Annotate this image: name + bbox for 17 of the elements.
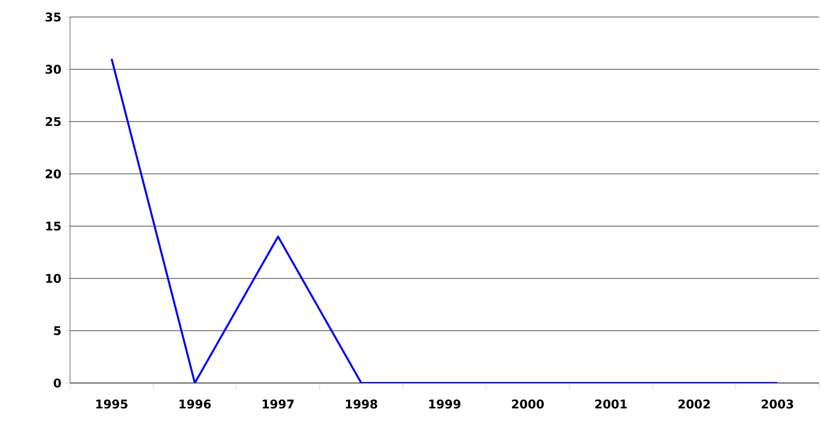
- y-tick-label: 35: [46, 12, 61, 22]
- y-tick-label: 0: [54, 378, 61, 388]
- x-tick-label: 1997: [262, 400, 294, 409]
- x-tick-label: 2001: [595, 400, 627, 409]
- x-tick-label: 1998: [346, 400, 378, 409]
- y-tick-label: 25: [46, 117, 61, 126]
- y-tick-label: 10: [46, 274, 61, 283]
- x-tick-label: 2003: [762, 400, 794, 409]
- y-tick-label: 15: [46, 222, 61, 231]
- x-tick-label: 2000: [512, 400, 544, 409]
- y-tick-label: 5: [54, 326, 61, 336]
- x-tick-label: 1996: [180, 400, 211, 409]
- x-tick-label: 2002: [678, 400, 710, 409]
- y-tick-label: 30: [46, 64, 61, 74]
- y-tick-label: 20: [46, 169, 61, 178]
- x-tick-label: 1995: [96, 400, 128, 409]
- x-tick-label: 1999: [429, 400, 460, 409]
